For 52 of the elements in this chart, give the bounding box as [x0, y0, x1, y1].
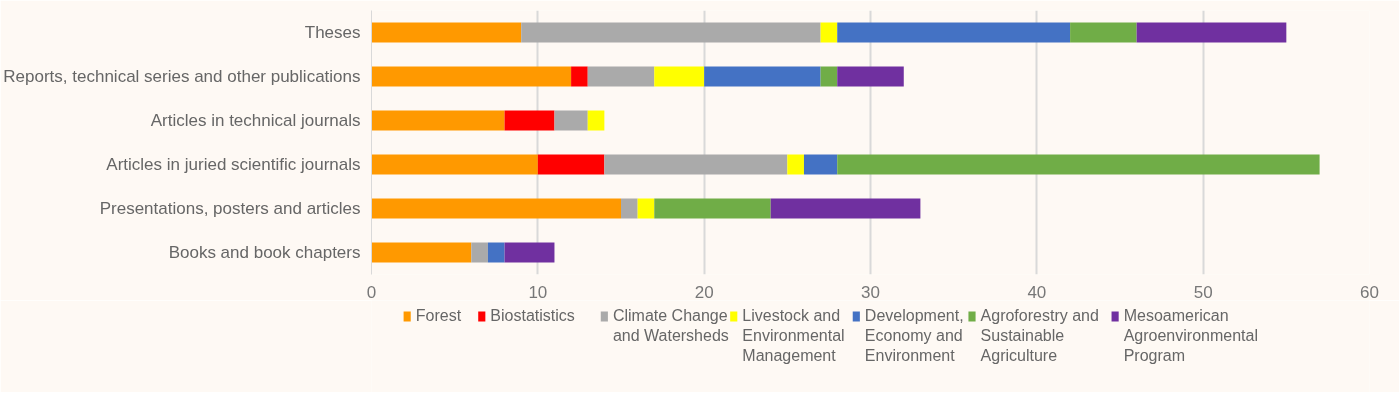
bar: [820, 66, 838, 87]
bar: [587, 66, 655, 87]
legend-label: Climate Change and Watersheds: [612, 306, 729, 344]
bar: [371, 242, 472, 263]
bar: [837, 22, 1071, 43]
legend-label: Forest: [415, 306, 462, 324]
bar: [704, 66, 821, 87]
bar: [504, 110, 555, 131]
x-tick-label: 0: [366, 282, 377, 302]
legend-label: Agroforestry and Sustainable Agriculture: [980, 306, 1099, 365]
bar: [1070, 22, 1137, 43]
bar: [554, 110, 588, 131]
bar: [587, 110, 605, 131]
bar: [787, 154, 804, 175]
x-tick-label: 10: [528, 282, 548, 302]
x-tick-label: 50: [1193, 282, 1213, 302]
bar: [604, 154, 788, 175]
bar: [537, 154, 605, 175]
legend-label: Livestock and Environmental Management: [742, 306, 845, 365]
bar: [504, 242, 555, 263]
y-tick-label: Books and book chapters: [168, 243, 361, 262]
bar: [371, 198, 621, 219]
bar: [471, 242, 488, 263]
bar: [770, 198, 921, 219]
bar: [654, 66, 705, 87]
x-tick-label: 20: [694, 282, 714, 302]
bar: [654, 198, 771, 219]
y-tick-label: Reports, technical series and other publications: [3, 67, 361, 86]
x-tick-label: 40: [1027, 282, 1047, 302]
legend-label: Biostatistics: [490, 306, 575, 324]
x-tick-label: 60: [1360, 282, 1379, 302]
bar: [837, 154, 1320, 175]
x-tick-label: 30: [861, 282, 880, 302]
bar: [803, 154, 838, 175]
bar: [621, 198, 638, 219]
legend-label: Mesoamerican Agroenvironmental Program: [1123, 306, 1258, 365]
bar: [1136, 22, 1287, 43]
bar: [837, 66, 904, 87]
bar: [371, 154, 538, 175]
y-tick-label: Theses: [304, 23, 361, 42]
bar: [371, 66, 572, 87]
bar: [571, 66, 588, 87]
bar: [820, 22, 838, 43]
legend-label: Development, Economy and Environment: [864, 306, 964, 365]
y-tick-label: Articles in juried scientific journals: [106, 155, 361, 174]
bar: [521, 22, 821, 43]
bar: [371, 110, 505, 131]
bar: [637, 198, 655, 219]
bar: [487, 242, 505, 263]
bar: [371, 22, 522, 43]
y-tick-label: Presentations, posters and articles: [99, 199, 361, 218]
y-tick-label: Articles in technical journals: [150, 111, 361, 130]
